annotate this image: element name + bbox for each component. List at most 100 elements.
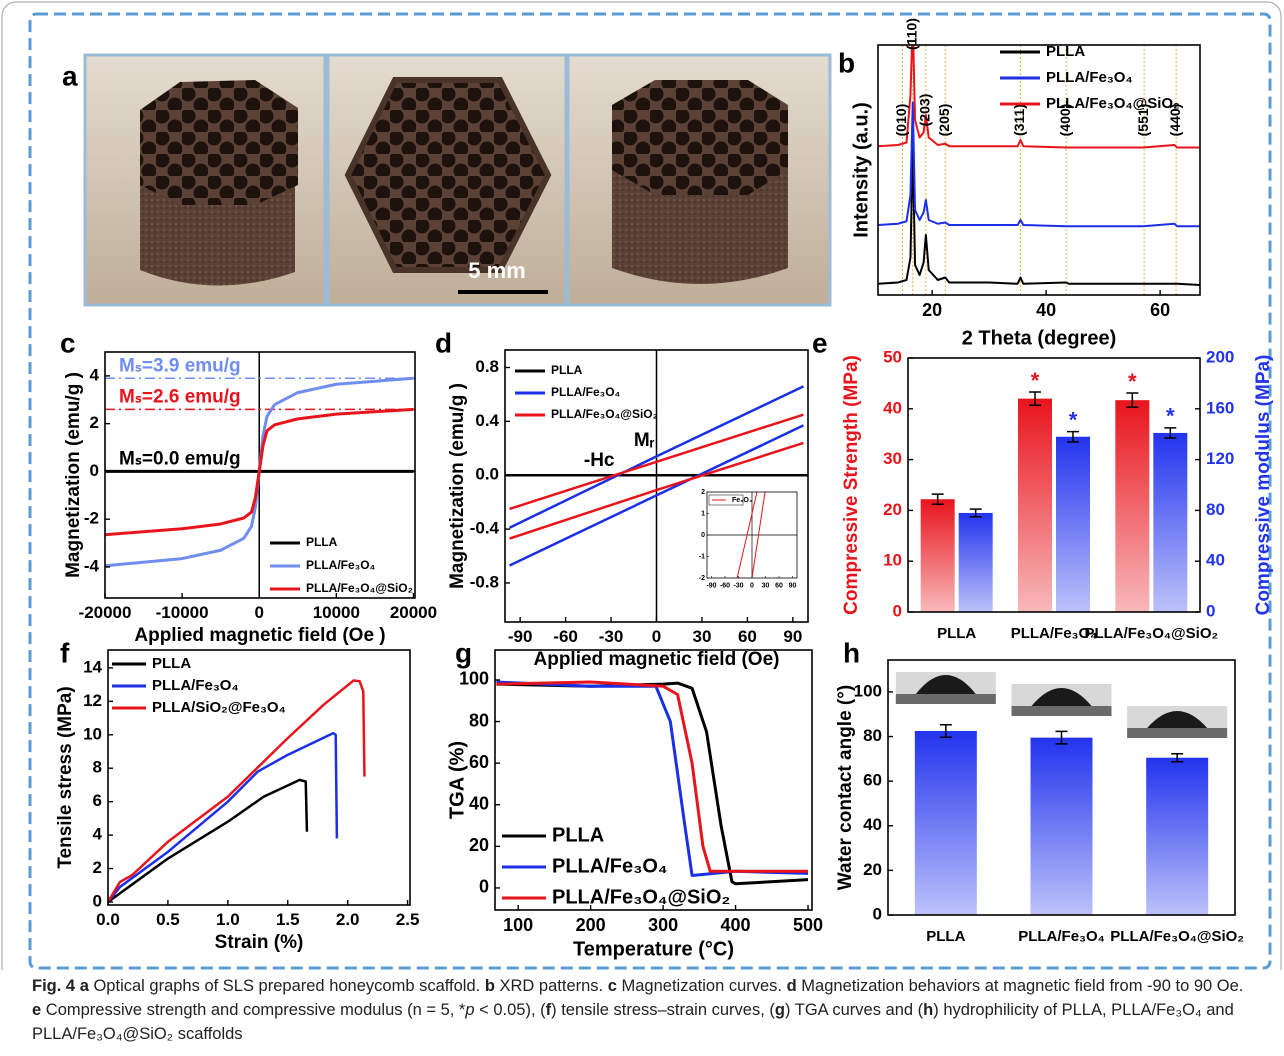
y-tick-label: 6 <box>93 791 102 810</box>
y-axis-label: TGA (%) <box>446 741 468 819</box>
y-tick-label: 30 <box>883 449 902 468</box>
legend-label: PLLA/Fe₃O₄ <box>306 558 376 572</box>
significance-marker: * <box>1128 369 1137 394</box>
y-tick-label: 4 <box>90 365 100 384</box>
legend-label: PLLA/Fe₃O₄@SiO₂ <box>306 581 413 595</box>
y-tick-label: 2 <box>93 858 102 877</box>
y-tick-label: 60 <box>863 771 882 790</box>
caption-segment: a <box>80 977 89 995</box>
y-axis-label: Tensile stress (MPa) <box>55 686 76 868</box>
plot-area <box>878 20 1200 295</box>
legend-label: PLLA <box>306 535 338 549</box>
x-tick-label: 1.0 <box>216 910 240 929</box>
caption-segment: g <box>775 1001 785 1019</box>
y-tick-label: 0.8 <box>475 357 499 376</box>
legend-label: PLLA/Fe₃O₄@SiO₂ <box>551 407 658 421</box>
x-tick-label: -60 <box>720 582 730 589</box>
x-tick-label: 60 <box>775 582 783 589</box>
y-tick-label: 8 <box>93 758 102 777</box>
y-tick-label: -2 <box>84 509 99 528</box>
x-tick-label: 0 <box>750 582 754 589</box>
droplet-reflection <box>1127 728 1227 738</box>
x-tick-label: 60 <box>1150 300 1170 320</box>
y-axis-label: Water contact angle (°) <box>835 685 856 890</box>
x-axis-label: Applied magnetic field (Oe ) <box>134 625 385 646</box>
y-tick-label: 0 <box>93 891 102 910</box>
caption-segment: XRD patterns. <box>500 977 604 995</box>
legend-label: PLLA/Fe₃O₄ <box>551 385 621 399</box>
caption-segment: p <box>465 1001 474 1019</box>
annotation: Mₛ=3.9 emu/g <box>119 355 241 376</box>
legend-label: PLLA/Fe₃O₄@SiO₂ <box>552 886 730 908</box>
x-tick-label: 10000 <box>313 603 360 622</box>
x-tick-label: 0 <box>652 627 661 646</box>
y-tick-label: 80 <box>863 726 882 745</box>
page: a 5 mm b2040602 Theta (degree)Intensity … <box>0 0 1284 1056</box>
bar <box>1153 433 1187 612</box>
caption-segment: < 0.05), ( <box>479 1001 546 1019</box>
y2-tick-label: 200 <box>1206 347 1234 366</box>
y-tick-label: 80 <box>469 710 489 730</box>
y2-tick-label: 0 <box>1206 601 1215 620</box>
x-tick-label: 30 <box>692 627 711 646</box>
y2-tick-label: 160 <box>1206 398 1234 417</box>
bar <box>1056 437 1090 612</box>
y-axis-label: Compressive Strength (MPa) <box>841 355 862 615</box>
y-tick-label: 0 <box>893 601 902 620</box>
annotation: Mₛ=0.0 emu/g <box>119 448 241 469</box>
caption-segment: Compressive strength and compressive mod… <box>46 1001 466 1019</box>
photo-panel: a 5 mm <box>62 55 830 305</box>
x-tick-label: 400 <box>721 915 751 935</box>
x-tick-label: 2.5 <box>396 910 420 929</box>
scaffold-top <box>140 80 298 205</box>
legend-label: PLLA/Fe₃O₄@SiO₂ <box>1046 95 1180 112</box>
y-axis-label: Magnetization (emu/g ) <box>447 383 468 589</box>
caption-segment: ) tensile stress–strain curves, ( <box>551 1001 775 1019</box>
y2-tick-label: 80 <box>1206 500 1225 519</box>
legend-label: PLLA/Fe₃O₄ <box>152 677 239 694</box>
scale-bar-label: 5 mm <box>468 258 525 283</box>
peak-label: (205) <box>936 104 952 137</box>
x-tick-label: -20000 <box>79 603 132 622</box>
y-axis-label: Intensity (a.u.) <box>850 102 872 238</box>
panel-letter: b <box>838 47 855 78</box>
caption-segment: c <box>608 977 617 995</box>
x-axis-label: Applied magnetic field (Oe) <box>534 649 780 670</box>
x-tick-label: 60 <box>738 627 757 646</box>
line-series <box>496 683 808 884</box>
caption-segment: Fig. 4 <box>32 977 75 995</box>
x-tick-label: 90 <box>789 582 797 589</box>
y-tick-label: 0 <box>873 904 882 923</box>
y-tick-label: 0 <box>479 877 489 897</box>
legend-label: PLLA <box>152 655 191 672</box>
caption-segment: Magnetization curves. <box>622 977 783 995</box>
x-tick-label: 30 <box>762 582 770 589</box>
y-tick-label: 20 <box>469 835 489 855</box>
y-tick-label: 0 <box>701 532 705 539</box>
x-tick-label: -60 <box>553 627 578 646</box>
caption-segment: h <box>923 1001 933 1019</box>
y-tick-label: 10 <box>883 551 902 570</box>
y-tick-label: 10 <box>83 724 102 743</box>
x-tick-label: 200 <box>576 915 606 935</box>
peak-label: (311) <box>1011 104 1027 136</box>
x-tick-label: -90 <box>508 627 533 646</box>
y-tick-label: 4 <box>93 825 103 844</box>
droplet-reflection <box>1012 706 1112 716</box>
caption-segment: ) TGA curves and ( <box>785 1001 923 1019</box>
line-series <box>496 682 808 875</box>
panel-letter: g <box>455 637 472 668</box>
y-tick-label: -0.8 <box>470 572 499 591</box>
panel-letter: h <box>843 637 860 668</box>
y-tick-label: 14 <box>83 657 102 676</box>
x-tick-label: -10000 <box>156 603 209 622</box>
y-tick-label: -4 <box>84 556 100 575</box>
y-tick-label: -2 <box>699 575 705 582</box>
y-tick-label: 100 <box>459 669 489 689</box>
significance-marker: * <box>1031 368 1040 393</box>
x-tick-label: PLLA <box>937 625 976 642</box>
bar <box>1031 738 1093 915</box>
bar <box>959 513 993 612</box>
y-tick-label: 0 <box>90 461 99 480</box>
